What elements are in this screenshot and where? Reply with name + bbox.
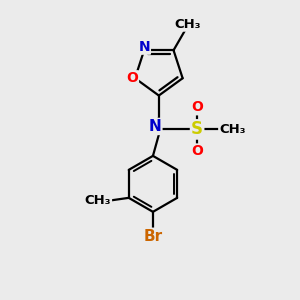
Text: CH₃: CH₃: [174, 18, 201, 31]
Text: Br: Br: [143, 229, 163, 244]
Text: S: S: [191, 120, 203, 138]
Text: CH₃: CH₃: [219, 123, 246, 136]
Text: O: O: [191, 145, 203, 158]
Text: O: O: [191, 100, 203, 114]
Text: CH₃: CH₃: [85, 194, 111, 207]
Text: N: N: [138, 40, 150, 54]
Text: O: O: [126, 71, 138, 85]
Text: N: N: [148, 119, 161, 134]
